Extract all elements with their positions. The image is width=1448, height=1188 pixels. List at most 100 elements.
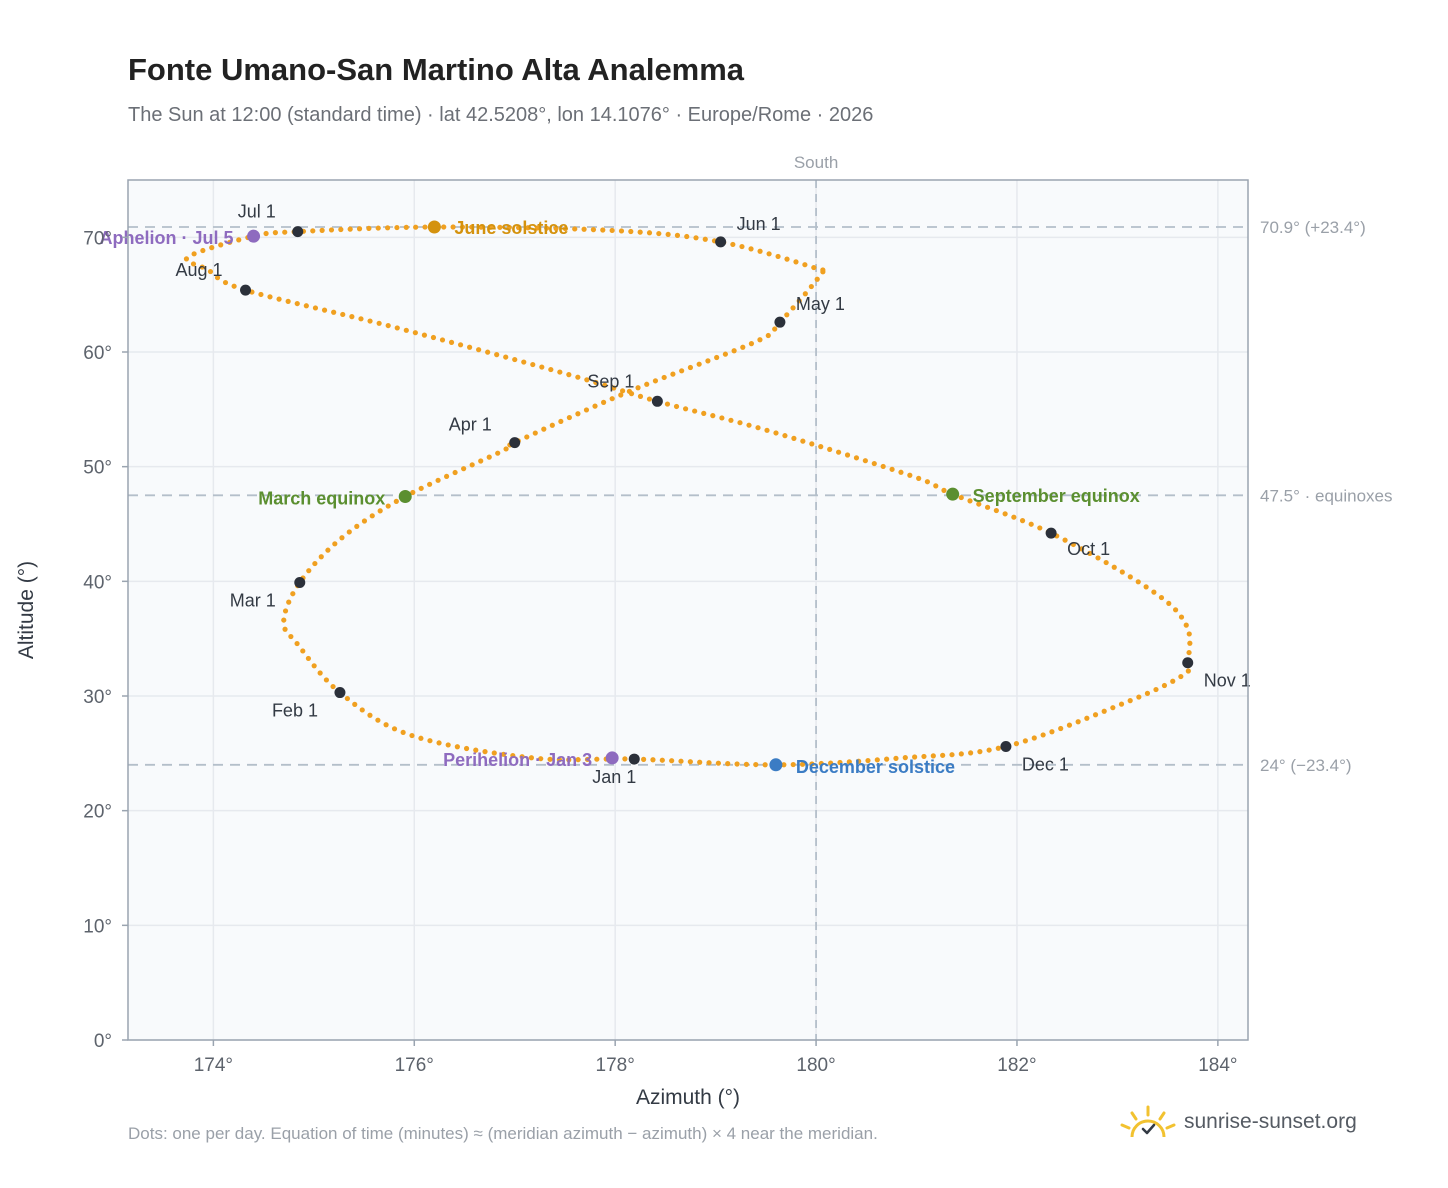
- day-dot: [1136, 694, 1142, 700]
- day-dot: [288, 633, 294, 640]
- month-marker: [334, 687, 346, 699]
- day-dot: [478, 224, 484, 230]
- month-label: Mar 1: [230, 590, 276, 610]
- chart-subtitle: The Sun at 12:00 (standard time) · lat 4…: [128, 104, 874, 126]
- x-tick-label: 182°: [997, 1055, 1036, 1076]
- day-dot: [871, 460, 877, 467]
- month-marker: [628, 753, 640, 765]
- day-dot: [495, 450, 501, 456]
- day-dot: [191, 251, 197, 257]
- day-dot: [497, 224, 503, 230]
- day-dot: [207, 268, 214, 275]
- day-dot: [907, 472, 913, 478]
- day-dot: [753, 761, 759, 768]
- day-dot: [652, 378, 659, 384]
- event-label: March equinox: [258, 488, 385, 508]
- day-dot: [331, 309, 337, 315]
- day-dot: [385, 503, 391, 509]
- day-dot: [1062, 537, 1068, 543]
- event-marker: [247, 229, 261, 243]
- day-dot: [450, 224, 456, 230]
- day-dot: [893, 755, 899, 761]
- x-tick-label: 178°: [596, 1055, 635, 1076]
- event-label: Perihelion · Jan 3: [443, 750, 592, 770]
- day-dot: [1075, 719, 1081, 725]
- day-dot: [457, 342, 464, 348]
- day-dot: [1037, 525, 1043, 531]
- day-dot: [418, 735, 424, 741]
- day-dot: [828, 760, 834, 766]
- day-dot: [1185, 668, 1191, 674]
- day-dot: [366, 225, 372, 231]
- day-dot: [500, 751, 507, 757]
- day-dot: [995, 745, 1001, 751]
- day-dot: [1095, 555, 1101, 561]
- day-dot: [486, 454, 492, 460]
- day-dot: [641, 756, 647, 762]
- day-dot: [539, 364, 545, 370]
- day-dot: [1011, 514, 1017, 520]
- day-dot: [986, 747, 992, 753]
- day-dot: [445, 742, 451, 748]
- event-marker: [605, 751, 619, 765]
- day-dot: [764, 427, 770, 433]
- day-dot: [525, 225, 531, 231]
- day-dot: [544, 225, 550, 231]
- month-label: Nov 1: [1204, 671, 1251, 691]
- day-dot: [524, 434, 530, 440]
- day-dot: [844, 452, 851, 458]
- day-dot: [236, 237, 242, 243]
- day-dot: [1002, 511, 1008, 517]
- day-dot: [818, 444, 824, 450]
- month-label: Jul 1: [238, 202, 276, 222]
- day-dot: [532, 430, 538, 436]
- y-axis-label: Altitude (°): [15, 561, 38, 659]
- day-dot: [748, 246, 754, 252]
- y-tick-label: 60°: [83, 343, 112, 364]
- day-dot: [650, 757, 656, 763]
- day-dot: [443, 473, 450, 480]
- day-dot: [282, 229, 288, 235]
- event-label: June solstice: [454, 218, 568, 238]
- day-dot: [673, 403, 680, 410]
- month-label: Oct 1: [1067, 539, 1110, 559]
- day-dot: [1092, 712, 1099, 718]
- day-dot: [793, 259, 799, 265]
- day-dot: [706, 760, 712, 766]
- month-marker: [774, 316, 786, 328]
- day-dot: [702, 236, 708, 242]
- day-dot: [820, 267, 826, 273]
- day-dot: [476, 347, 482, 353]
- day-dot: [921, 753, 927, 760]
- day-dot: [349, 314, 355, 320]
- day-dot: [403, 224, 409, 230]
- day-dot: [977, 749, 983, 755]
- day-dot: [912, 754, 918, 760]
- day-dot: [330, 683, 336, 690]
- day-dot: [549, 422, 555, 428]
- day-dot: [930, 753, 936, 759]
- day-dot: [856, 758, 862, 764]
- day-dot: [285, 298, 291, 304]
- day-dot: [418, 485, 424, 491]
- day-dot: [784, 256, 790, 262]
- footnote: Dots: one per day. Equation of time (min…: [128, 1124, 878, 1143]
- brand[interactable]: sunrise-sunset.org: [1120, 1102, 1357, 1142]
- day-dot: [808, 283, 814, 290]
- day-dot: [781, 762, 787, 768]
- day-dot: [352, 701, 358, 707]
- x-tick-label: 174°: [194, 1055, 233, 1076]
- day-dot: [222, 279, 229, 286]
- day-dot: [958, 494, 964, 501]
- day-dot: [190, 261, 197, 267]
- day-dot: [731, 348, 737, 354]
- day-dot: [557, 369, 563, 375]
- event-marker: [946, 487, 960, 501]
- day-dot: [463, 745, 470, 752]
- x-axis-label: Azimuth (°): [636, 1086, 740, 1109]
- month-marker: [292, 226, 304, 238]
- day-dot: [1049, 729, 1055, 735]
- day-dot: [575, 757, 581, 763]
- day-dot: [369, 513, 375, 519]
